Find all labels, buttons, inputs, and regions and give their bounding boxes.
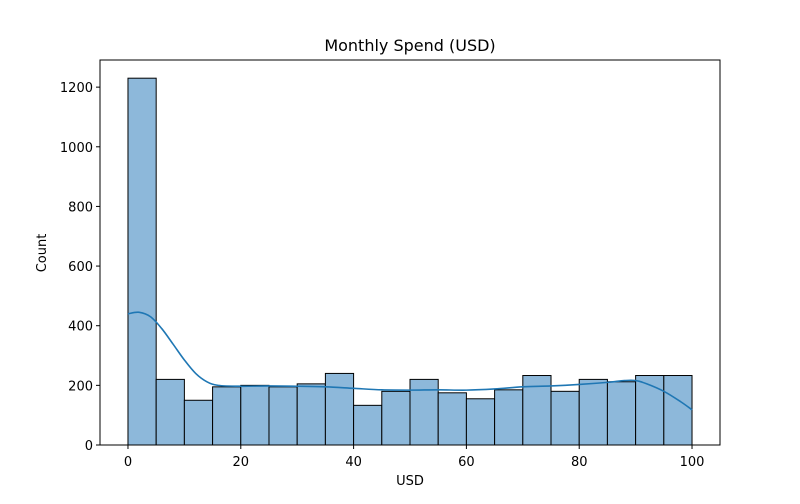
histogram-bar [127, 77, 157, 446]
y-tick-label: 400 [68, 320, 93, 335]
x-axis: 0 20 40 60 80 100 [124, 445, 705, 470]
y-tick-label: 600 [68, 260, 93, 275]
x-tick-label: 60 [458, 455, 475, 470]
x-tick-label: 80 [571, 455, 588, 470]
histogram-bar [437, 392, 467, 446]
y-tick-label: 200 [68, 379, 93, 394]
bars-layer [127, 77, 693, 446]
x-tick-label: 40 [345, 455, 362, 470]
histogram-bar [353, 404, 383, 446]
y-tick-label: 0 [85, 439, 93, 454]
histogram-bar [578, 378, 608, 446]
x-tick-label: 0 [124, 455, 132, 470]
chart-title: Monthly Spend (USD) [324, 36, 495, 55]
x-tick-label: 100 [680, 455, 705, 470]
histogram-bar [183, 399, 214, 446]
y-axis-label: Count [35, 234, 50, 273]
histogram-bar [155, 378, 185, 446]
x-axis-label: USD [396, 474, 424, 489]
histogram-bar [212, 386, 242, 446]
histogram-bar [606, 381, 637, 446]
histogram-bar [663, 375, 693, 446]
histogram-bar [268, 386, 298, 446]
histogram-bar [494, 389, 524, 446]
y-tick-label: 1000 [60, 141, 93, 156]
histogram-bar [240, 384, 270, 446]
histogram-bar [635, 375, 665, 446]
x-tick-label: 20 [233, 455, 250, 470]
kde-layer [127, 311, 693, 411]
histogram-bar [324, 372, 355, 446]
histogram-bar [296, 383, 326, 446]
y-axis: 0 200 400 600 800 1000 1200 [60, 81, 100, 454]
histogram-bar [550, 390, 580, 446]
plot-frame [99, 59, 721, 446]
kde-line [127, 311, 693, 411]
histogram-bar [381, 390, 411, 446]
histogram-bar [465, 398, 496, 446]
y-tick-label: 1200 [60, 81, 93, 96]
y-tick-label: 800 [68, 200, 93, 215]
